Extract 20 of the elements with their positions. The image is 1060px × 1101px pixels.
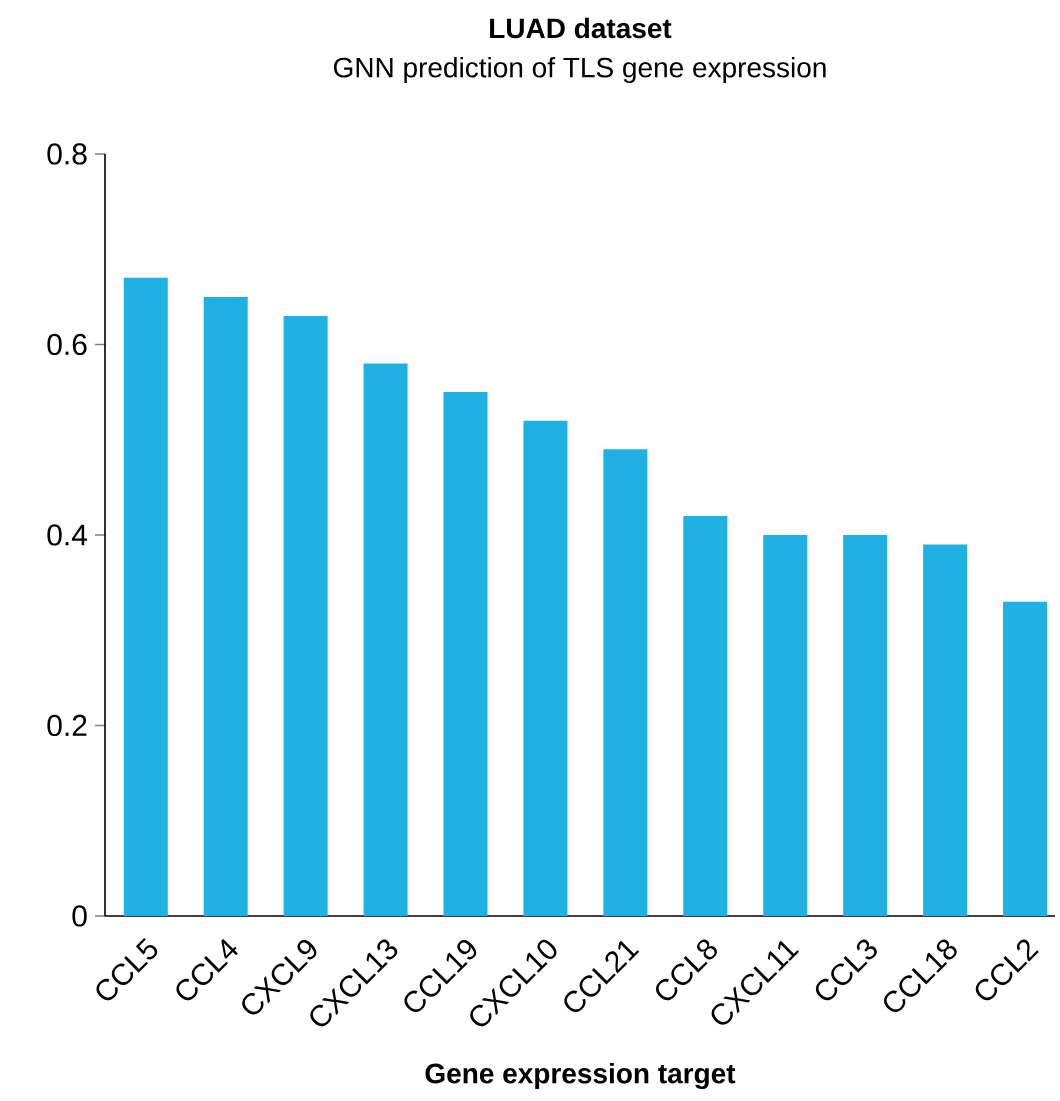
bar	[603, 449, 648, 916]
y-tick-label: 0.6	[47, 333, 87, 356]
y-tick-label: 0	[72, 905, 87, 927]
bar	[363, 363, 408, 916]
y-tick-label: 0.2	[47, 714, 87, 737]
bar	[283, 315, 328, 916]
bar	[923, 544, 968, 916]
bar	[123, 277, 168, 916]
y-tick-label: 0.4	[47, 524, 88, 546]
x-axis-title: Gene expression target	[425, 1062, 736, 1090]
bar	[683, 515, 728, 916]
y-tick-label: 0.8	[47, 143, 87, 165]
bar	[203, 296, 248, 916]
bar	[1003, 601, 1048, 916]
bar	[523, 420, 568, 916]
bar	[443, 392, 488, 916]
chart-title: LUAD dataset	[490, 17, 672, 39]
bar	[763, 535, 808, 916]
chart-subtitle: GNN prediction of TLS gene expression	[333, 56, 826, 84]
bar	[843, 535, 888, 916]
